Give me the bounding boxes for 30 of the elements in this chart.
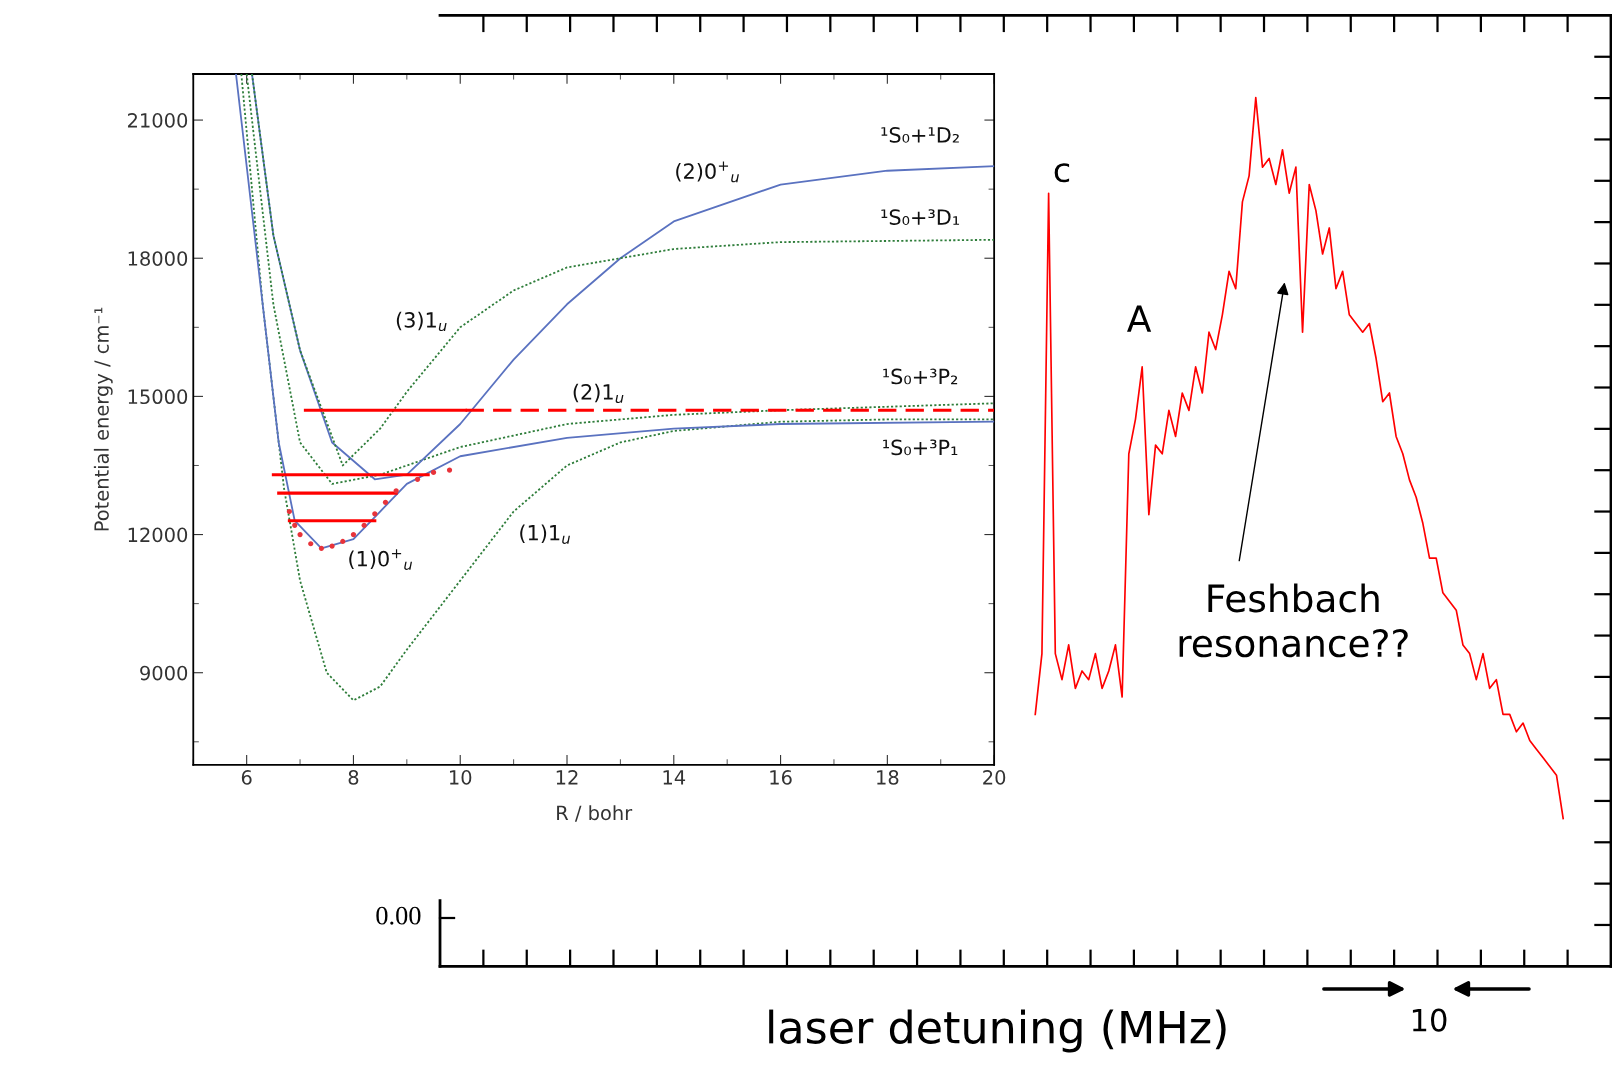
y-tick-label: 9000 bbox=[140, 665, 188, 681]
x-tick-label: 20 bbox=[983, 770, 1006, 785]
y-tick-label: 21000 bbox=[127, 113, 188, 128]
x-tick-label: 6 bbox=[241, 770, 252, 785]
annotation: c bbox=[1054, 163, 1070, 183]
annotation: ¹S₀+³P₂ bbox=[883, 368, 958, 385]
annotation: (1)1$_{u}$ bbox=[520, 524, 570, 544]
annotation: (2)1$_{u}$ bbox=[573, 383, 624, 404]
x-tick-label: 14 bbox=[663, 770, 686, 785]
text: 0.00 bbox=[376, 906, 421, 925]
x-tick-label: 12 bbox=[556, 770, 578, 785]
y-tick-label: 12000 bbox=[128, 527, 188, 543]
annotation: (3)1$_{u}$ bbox=[396, 311, 447, 332]
x-axis-title: R / bohr bbox=[557, 805, 633, 822]
annotation: Feshbach resonance?? bbox=[1179, 583, 1408, 658]
text: 10 bbox=[1412, 1008, 1447, 1032]
y-tick-label: 15000 bbox=[128, 389, 188, 405]
x-tick-label: 8 bbox=[348, 770, 359, 785]
y-tick-label: 18000 bbox=[128, 251, 188, 266]
annotation: (2)0$^{+}$$_{u}$ bbox=[676, 161, 739, 183]
y-axis-title: Potential energy / cm⁻¹ bbox=[93, 307, 113, 531]
annotation: ¹S₀+¹D₂ bbox=[881, 127, 959, 143]
annotation: ¹S₀+³D₁ bbox=[881, 209, 960, 226]
x-tick-label: 18 bbox=[877, 770, 899, 785]
annotation: (1)0$^{+}$$_{u}$ bbox=[349, 549, 413, 570]
x-axis-title: laser detuning (MHz) bbox=[769, 1009, 1226, 1053]
x-tick-label: 16 bbox=[770, 770, 792, 785]
x-tick-label: 10 bbox=[449, 770, 472, 785]
annotation: ¹S₀+³P₁ bbox=[883, 439, 958, 456]
annotation: A bbox=[1127, 305, 1152, 332]
